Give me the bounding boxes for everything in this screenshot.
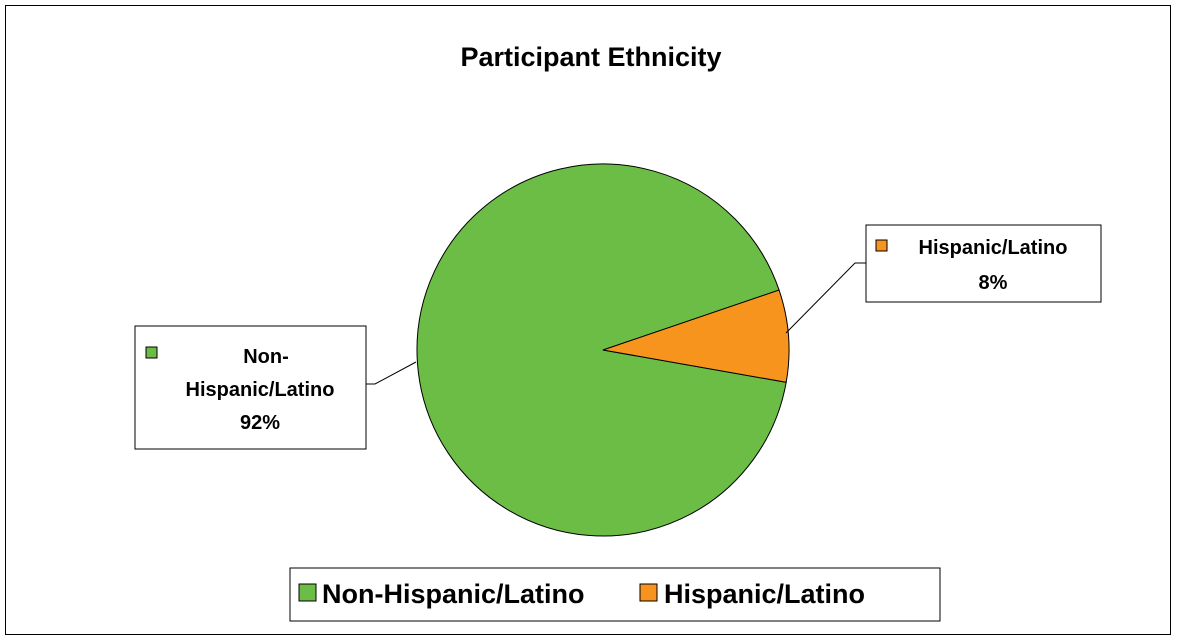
legend-key-non-hispanic-label [145,346,158,359]
data-label-non-hispanic-pct: 92% [240,412,280,434]
legend-key-hispanic-label [875,239,888,252]
leader-line-non-hispanic [366,361,417,385]
legend: Non-Hispanic/Latino Hispanic/Latino [289,567,941,622]
leader-line-hispanic [785,262,866,334]
data-label-non-hispanic-line1: Non- [243,346,289,368]
data-label-non-hispanic: Non- Hispanic/Latino 92% [134,325,367,450]
pie-slice-hispanic-latino [602,289,790,383]
legend-swatch-non-hispanic [298,583,317,602]
data-label-hispanic-pct: 8% [979,272,1008,294]
data-label-hispanic: Hispanic/Latino 8% [865,224,1102,303]
chart-title: Participant Ethnicity [460,42,722,72]
legend-swatch-hispanic [639,583,658,602]
pie-slice-non-hispanic-latino [416,163,787,537]
legend-label-hispanic: Hispanic/Latino [664,579,865,609]
legend-label-non-hispanic: Non-Hispanic/Latino [322,579,585,609]
data-label-hispanic-line1: Hispanic/Latino [919,237,1068,259]
data-label-non-hispanic-line2: Hispanic/Latino [186,379,335,401]
pie-slices [416,163,790,537]
